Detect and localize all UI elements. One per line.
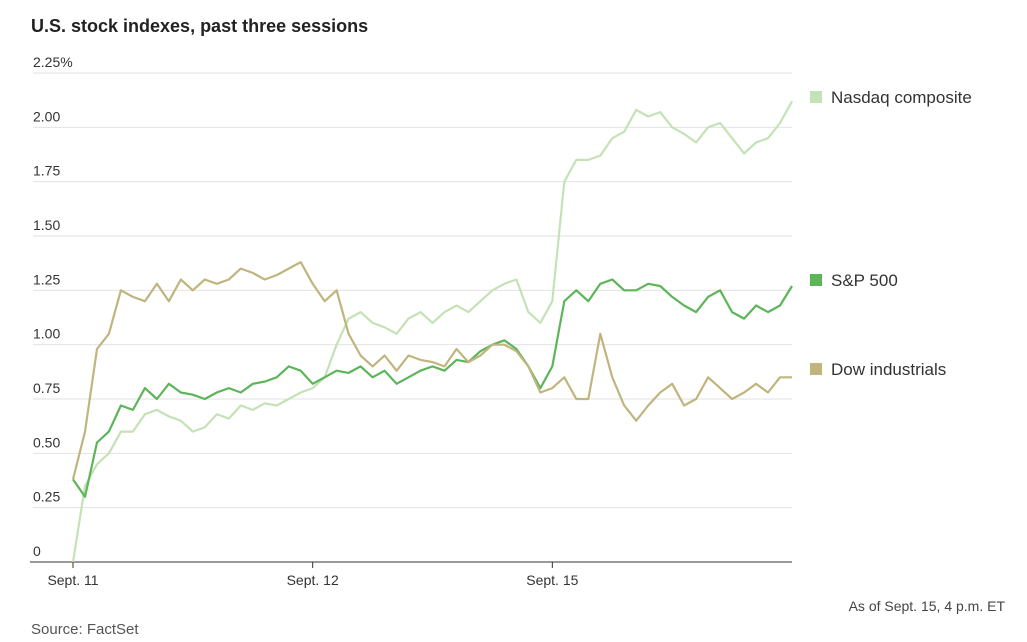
y-tick-label: 1.25 <box>33 271 60 287</box>
x-tick-label: Sept. 15 <box>526 572 578 588</box>
chart-title: U.S. stock indexes, past three sessions <box>31 16 368 36</box>
y-tick-label: 2.00 <box>33 108 60 124</box>
y-tick-label: 0.75 <box>33 380 60 396</box>
series-line <box>72 278 793 498</box>
x-tick-label: Sept. 11 <box>47 572 98 588</box>
legend-label: S&P 500 <box>831 271 898 290</box>
legend-swatch <box>810 363 822 375</box>
legend-label: Dow industrials <box>831 360 946 379</box>
y-tick-label: 0 <box>33 543 41 559</box>
x-tick-label: Sept. 12 <box>287 572 339 588</box>
y-tick-label: 0.25 <box>33 489 60 505</box>
series-line <box>71 261 792 480</box>
legend-swatch <box>810 274 822 286</box>
y-tick-label: 1.00 <box>33 326 60 342</box>
note: As of Sept. 15, 4 p.m. ET <box>849 598 1006 614</box>
legend-label: Nasdaq composite <box>831 88 972 107</box>
y-tick-label: 0.50 <box>33 434 60 450</box>
source: Source: FactSet <box>31 621 139 637</box>
y-tick-label: 2.25% <box>33 54 73 70</box>
series-line <box>71 100 793 563</box>
legend-swatch <box>810 91 822 103</box>
y-tick-label: 1.75 <box>33 163 60 179</box>
y-tick-label: 1.50 <box>33 217 60 233</box>
